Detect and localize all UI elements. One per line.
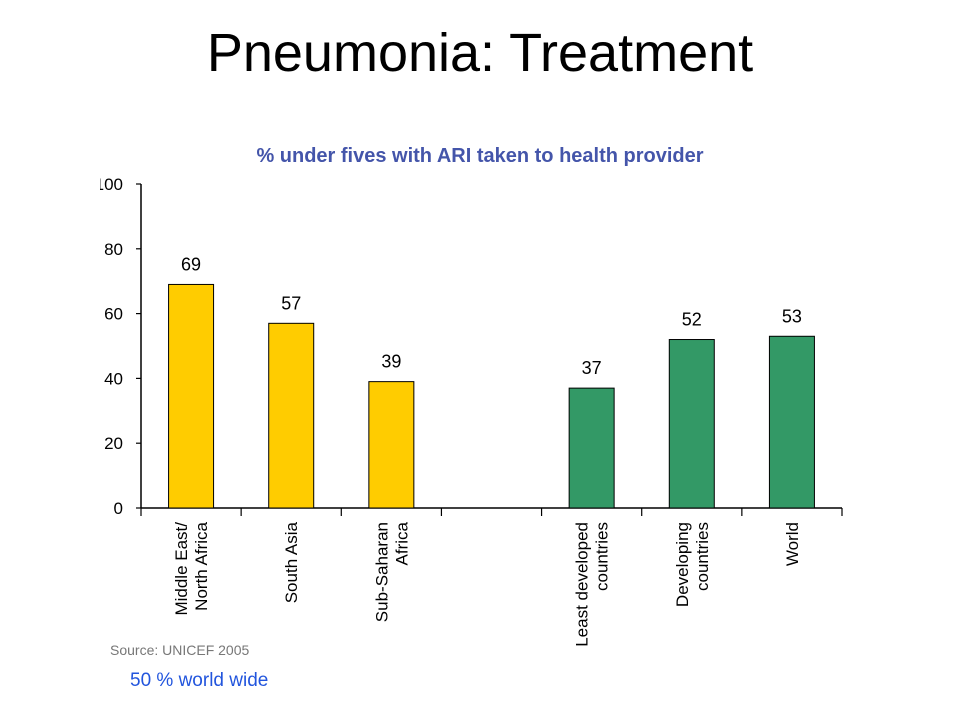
bar <box>668 339 715 509</box>
bar <box>368 381 415 509</box>
category-label-line: Least developed <box>573 522 592 647</box>
y-tick-label: 0 <box>114 499 123 518</box>
bar <box>168 283 215 509</box>
category-label-line: South Asia <box>282 521 301 603</box>
category-label-line: Middle East/ <box>172 522 191 616</box>
category-label-line: Developing <box>673 522 692 607</box>
category-label: Least developed countries <box>573 522 612 647</box>
chart-source: Source: UNICEF 2005 <box>110 642 249 658</box>
category-label-line: Africa <box>392 521 411 565</box>
bar-value-label: 39 <box>381 352 401 372</box>
category-label-line: Sub-Saharan <box>372 522 391 622</box>
bar-value-label: 53 <box>782 306 802 326</box>
y-tick-label: 20 <box>104 434 123 453</box>
category-label-line: countries <box>593 522 612 591</box>
chart-title: % under fives with ARI taken to health p… <box>256 145 703 167</box>
bar <box>268 322 315 509</box>
bar-value-label: 37 <box>582 358 602 378</box>
y-tick-label: 60 <box>104 305 123 324</box>
y-tick-label: 40 <box>104 369 123 388</box>
bar-value-label: 57 <box>281 293 301 313</box>
footnote: 50 % world wide <box>130 670 269 691</box>
bar-value-label: 52 <box>682 310 702 330</box>
category-label-line: countries <box>693 522 712 591</box>
chart-area: % under fives with ARI taken to health p… <box>100 132 860 662</box>
y-tick-label: 80 <box>104 240 123 259</box>
category-label-line: North Africa <box>192 521 211 610</box>
category-label: Developing countries <box>673 522 712 607</box>
category-label-line: World <box>783 522 802 566</box>
category-label: South Asia <box>282 521 301 603</box>
bar <box>768 335 815 509</box>
slide-title: Pneumonia: Treatment <box>206 23 754 83</box>
category-label: Sub-Saharan Africa <box>372 521 411 622</box>
category-label: Middle East/North Africa <box>172 521 211 615</box>
bar <box>568 387 615 509</box>
bar-chart: % under fives with ARI taken to health p… <box>100 145 843 658</box>
category-label: World <box>783 522 802 566</box>
bar-value-label: 69 <box>181 254 201 274</box>
y-tick-label: 100 <box>100 175 123 194</box>
